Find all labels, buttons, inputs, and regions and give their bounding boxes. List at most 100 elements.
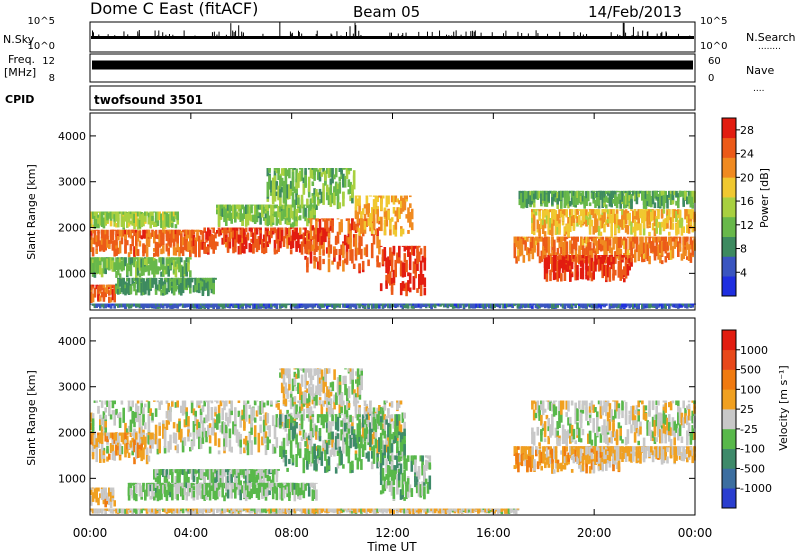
data-cell (556, 247, 560, 255)
data-cell (325, 247, 329, 254)
data-cell (135, 213, 138, 227)
power-colorbar-label: Power [dB] (758, 168, 771, 228)
data-cell (171, 219, 174, 224)
data-cell (660, 303, 664, 309)
data-cell (217, 450, 221, 455)
data-cell (91, 224, 95, 229)
data-cell (201, 289, 205, 296)
data-cell (217, 438, 221, 448)
data-cell (241, 303, 244, 307)
noise-spike (455, 30, 457, 38)
data-cell (315, 204, 318, 210)
data-cell (131, 235, 134, 247)
data-cell (138, 257, 142, 259)
data-cell (97, 229, 100, 234)
data-cell (102, 418, 106, 430)
data-cell (327, 303, 331, 306)
data-cell (201, 234, 205, 250)
data-cell (118, 303, 122, 308)
data-cell (252, 204, 255, 206)
data-cell (271, 187, 275, 203)
data-cell (628, 243, 632, 251)
noise-spike (465, 31, 467, 38)
data-cell (192, 432, 196, 447)
data-cell (560, 247, 563, 255)
data-cell (273, 248, 277, 255)
data-cell (210, 407, 214, 421)
data-cell (318, 199, 322, 204)
data-cell (605, 190, 608, 195)
data-cell (480, 303, 484, 306)
data-cell (567, 197, 570, 204)
data-cell (140, 282, 143, 296)
data-cell (304, 204, 307, 206)
data-cell (655, 190, 658, 197)
data-cell (641, 209, 644, 211)
data-cell (277, 168, 280, 181)
data-cell (311, 225, 315, 231)
data-cell (325, 228, 329, 237)
data-cell (100, 268, 104, 278)
noise-spike (386, 35, 388, 38)
data-cell (163, 277, 167, 280)
data-cell (203, 280, 206, 291)
data-cell (538, 211, 541, 221)
data-cell (140, 257, 143, 259)
data-cell (385, 274, 388, 286)
data-cell (671, 237, 675, 242)
data-cell (378, 262, 381, 268)
data-cell (142, 229, 145, 239)
data-cell (590, 219, 594, 227)
data-cell (210, 400, 214, 404)
data-cell (93, 211, 97, 218)
data-cell (601, 303, 604, 305)
data-cell (270, 206, 273, 217)
colorbar-segment (722, 276, 736, 297)
colorbar-tick-label: 20 (740, 171, 754, 184)
data-cell (91, 284, 95, 287)
data-cell (394, 221, 398, 230)
data-cell (106, 303, 109, 307)
data-cell (153, 277, 156, 285)
data-cell (120, 237, 124, 245)
data-cell (398, 207, 401, 219)
data-cell (399, 303, 403, 307)
data-cell (237, 227, 241, 229)
data-cell (180, 405, 183, 414)
data-cell (612, 256, 615, 265)
data-cell (522, 237, 526, 245)
data-cell (614, 269, 617, 276)
data-cell (563, 203, 567, 208)
data-cell (686, 190, 689, 192)
noise-spike (213, 31, 215, 38)
data-cell (313, 194, 316, 209)
data-cell (153, 231, 156, 244)
data-cell (543, 209, 547, 218)
data-cell (540, 209, 543, 211)
data-cell (563, 190, 567, 197)
data-cell (264, 431, 268, 439)
data-cell (594, 250, 597, 255)
data-cell (583, 303, 586, 309)
data-cell (156, 445, 160, 451)
data-cell (295, 227, 298, 240)
data-cell (178, 246, 181, 257)
data-cell (162, 424, 165, 439)
data-cell (136, 405, 140, 412)
noise-spike (242, 34, 244, 38)
data-cell (93, 257, 97, 272)
data-cell (297, 232, 300, 249)
data-cell (592, 261, 595, 272)
data-cell (262, 303, 266, 307)
data-cell (680, 253, 684, 261)
data-cell (639, 303, 642, 305)
data-cell (295, 303, 298, 306)
data-cell (144, 266, 147, 273)
data-cell (587, 303, 590, 307)
data-cell (349, 195, 352, 202)
data-cell (176, 229, 179, 239)
data-cell (90, 239, 93, 252)
data-cell (113, 242, 116, 257)
data-cell (423, 303, 426, 307)
data-cell (100, 211, 104, 214)
